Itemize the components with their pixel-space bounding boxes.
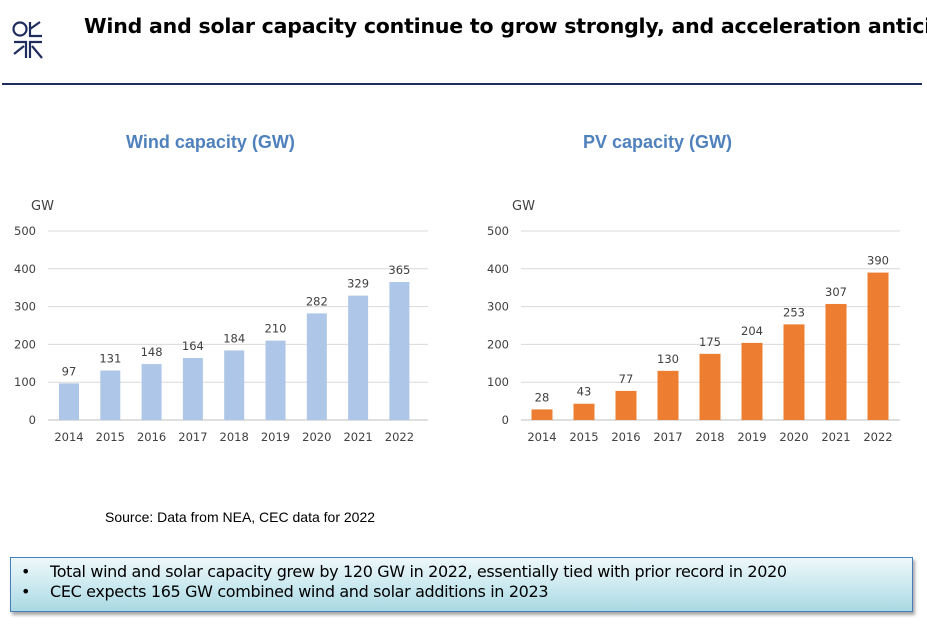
pv-data-label: 307	[825, 285, 847, 299]
wind-y-tick-label: 0	[29, 413, 36, 427]
pv-x-tick-label: 2020	[779, 430, 808, 444]
pv-x-tick-label: 2016	[611, 430, 640, 444]
wind-data-label: 97	[62, 364, 77, 378]
pv-x-tick-label: 2022	[863, 430, 892, 444]
wind-y-tick-label: 500	[14, 224, 36, 238]
wind-data-label: 282	[306, 294, 328, 308]
wind-y-tick-label: 400	[14, 262, 36, 276]
takeaway-item: • Total wind and solar capacity grew by …	[11, 562, 912, 582]
takeaway-text: Total wind and solar capacity grew by 12…	[50, 562, 787, 581]
bullet-icon: •	[21, 582, 31, 601]
pv-data-label: 253	[783, 305, 805, 319]
header-divider	[2, 83, 922, 85]
pv-bar	[867, 272, 889, 420]
wind-bar	[389, 282, 410, 420]
source-note: Source: Data from NEA, CEC data for 2022	[105, 509, 376, 525]
bullet-icon: •	[21, 562, 31, 581]
pv-bar	[825, 303, 847, 420]
pv-data-label: 77	[619, 372, 634, 386]
pv-y-tick-label: 400	[487, 262, 509, 276]
pv-data-label: 175	[699, 335, 721, 349]
wind-data-label: 210	[265, 322, 287, 336]
wind-data-label: 148	[141, 345, 163, 359]
wind-bar	[59, 383, 79, 420]
wind-bar	[141, 364, 162, 420]
wind-y-tick-label: 300	[14, 300, 36, 314]
pv-bar	[615, 390, 637, 420]
pv-bar	[531, 409, 553, 420]
wind-bar	[348, 295, 369, 420]
pv-bar	[783, 324, 805, 420]
pv-x-tick-label: 2017	[653, 430, 682, 444]
wind-y-tick-label: 200	[14, 337, 36, 351]
wind-chart-title: Wind capacity (GW)	[126, 132, 295, 152]
pv-bar	[573, 403, 595, 420]
pv-bar	[657, 370, 679, 420]
wind-bar	[182, 358, 203, 420]
wind-x-tick-label: 2015	[96, 430, 125, 444]
wind-x-tick-label: 2018	[220, 430, 249, 444]
takeaway-text: CEC expects 165 GW combined wind and sol…	[50, 582, 549, 601]
pv-chart-title: PV capacity (GW)	[583, 132, 733, 152]
wind-y-tick-label: 100	[14, 375, 36, 389]
pv-y-tick-label: 200	[487, 337, 509, 351]
pv-y-tick-label: 100	[487, 375, 509, 389]
wind-bar	[224, 350, 245, 420]
pv-x-tick-label: 2014	[527, 430, 556, 444]
wind-bar	[265, 340, 286, 420]
takeaway-item: • CEC expects 165 GW combined wind and s…	[11, 582, 912, 602]
wind-data-label: 164	[182, 339, 204, 353]
wind-bar	[100, 370, 121, 420]
wind-data-label: 184	[223, 331, 245, 345]
pv-data-label: 390	[867, 254, 889, 268]
wind-x-tick-label: 2017	[178, 430, 207, 444]
wind-data-label: 365	[388, 263, 410, 277]
pv-x-tick-label: 2018	[695, 430, 724, 444]
pv-y-tick-label: 300	[487, 300, 509, 314]
pv-y-tick-label: 0	[502, 413, 509, 427]
wind-y-unit-label: GW	[31, 199, 54, 214]
wind-x-tick-label: 2019	[261, 430, 290, 444]
wind-x-tick-label: 2022	[385, 430, 414, 444]
pv-data-label: 28	[535, 390, 550, 404]
wind-x-tick-label: 2020	[302, 430, 331, 444]
wind-bar	[306, 313, 327, 420]
pv-data-label: 130	[657, 352, 679, 366]
pv-x-tick-label: 2019	[737, 430, 766, 444]
pv-y-tick-label: 500	[487, 224, 509, 238]
pv-x-tick-label: 2021	[821, 430, 850, 444]
pv-y-unit-label: GW	[512, 199, 535, 214]
pv-bar	[699, 353, 721, 420]
pv-data-label: 204	[741, 324, 763, 338]
arrows-logo-icon	[12, 21, 43, 59]
pv-x-tick-label: 2015	[569, 430, 598, 444]
wind-x-tick-label: 2021	[343, 430, 372, 444]
pv-data-label: 43	[577, 385, 592, 399]
wind-data-label: 131	[99, 351, 121, 365]
page-title: Wind and solar capacity continue to grow…	[84, 14, 927, 38]
pv-bar	[741, 342, 763, 420]
key-takeaways-box: • Total wind and solar capacity grew by …	[10, 557, 913, 612]
wind-x-tick-label: 2016	[137, 430, 166, 444]
wind-data-label: 329	[347, 277, 369, 291]
wind-x-tick-label: 2014	[54, 430, 83, 444]
